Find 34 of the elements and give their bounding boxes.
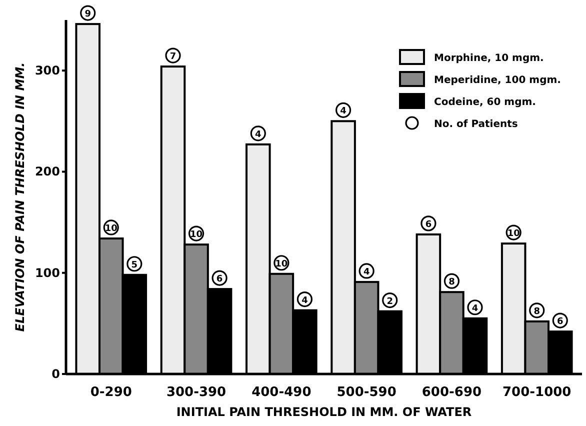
annotation: 6	[557, 317, 564, 328]
x-tick-label: 0-290	[90, 385, 132, 400]
x-tick-label: 300-390	[166, 385, 226, 400]
annotation: 6	[216, 274, 223, 285]
annotation: 7	[170, 52, 176, 62]
x-tick-label: 400-490	[252, 385, 312, 400]
annotation: 5	[131, 260, 138, 270]
annotation: 8	[448, 278, 455, 288]
y-tick-label: 200	[34, 164, 60, 179]
annotation: 4	[340, 106, 346, 117]
annotation: 10	[275, 259, 288, 270]
y-tick-label: 100	[34, 266, 60, 280]
annotation: 2	[386, 296, 393, 307]
annotation: 8	[534, 306, 540, 317]
legend-label: Codeine, 60 mgm.	[434, 97, 536, 108]
y-axis-title: ELEVATION OF PAIN THRESHOLD IN MM.	[13, 62, 27, 332]
y-tick-label: 0	[52, 367, 60, 381]
legend-label: Meperidine, 100 mgm.	[434, 75, 561, 86]
annotation: 10	[507, 229, 520, 240]
x-axis-title: INITIAL PAIN THRESHOLD IN MM. OF WATER	[176, 405, 472, 419]
annotation: 4	[363, 267, 370, 278]
annotation: 4	[472, 304, 478, 314]
annotation: 10	[190, 230, 203, 240]
annotation: 4	[255, 130, 262, 140]
x-tick-label: 700-1000	[502, 385, 572, 400]
text: 9	[84, 10, 91, 20]
x-tick-label: 500-590	[336, 385, 396, 400]
annotation: No. of Patients	[434, 119, 518, 130]
x-tick-label: 600-690	[422, 385, 482, 400]
annotation: 4	[302, 296, 308, 306]
annotation: 6	[425, 220, 432, 230]
annotation: 10	[104, 224, 118, 234]
legend-label: Morphine, 10 mgm.	[434, 53, 544, 64]
y-tick-label: 300	[34, 64, 60, 78]
